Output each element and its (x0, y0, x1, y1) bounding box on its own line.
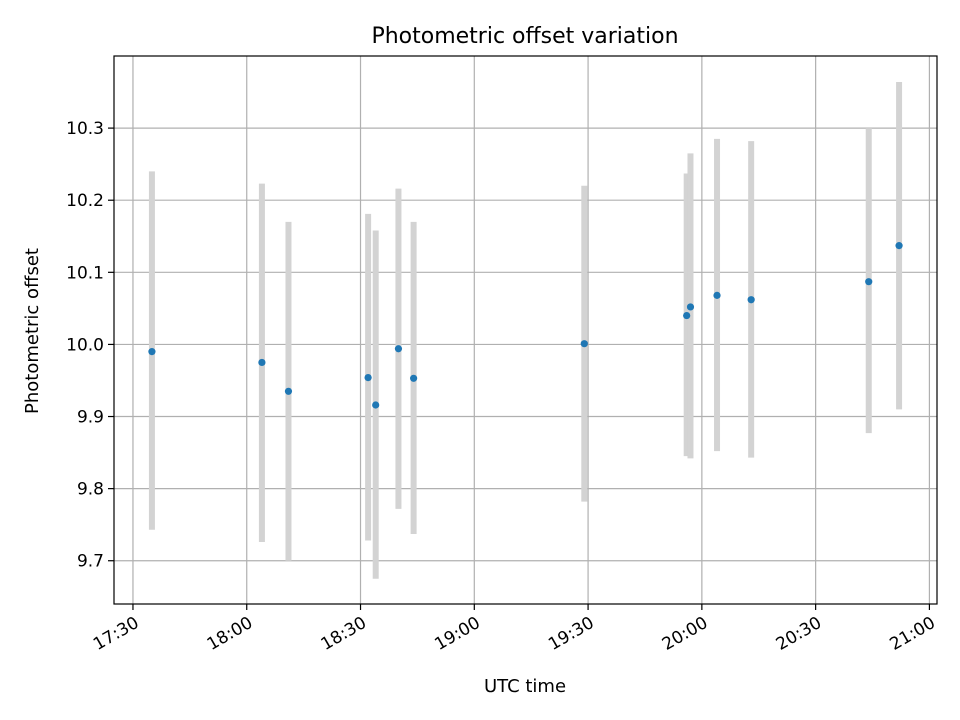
x-tick-label: 19:30 (545, 613, 597, 655)
y-tick-label: 10.3 (66, 119, 104, 139)
data-point (364, 373, 372, 382)
data-point (895, 242, 903, 250)
x-tick-label: 20:30 (773, 613, 825, 655)
data-point (148, 348, 156, 356)
x-tick-label: 20:00 (659, 613, 711, 655)
chart-title: Photometric offset variation (371, 24, 678, 49)
data-points (148, 242, 903, 409)
y-tick-label: 10.1 (66, 263, 104, 283)
y-tick-label: 9.9 (77, 408, 104, 428)
data-point (284, 387, 293, 395)
y-tick-label: 9.7 (77, 552, 104, 572)
y-tick-label: 10.2 (66, 191, 104, 211)
ticks: 17:30 18:00 18:30 19:00 19:30 20:00 20:30 21:00… (66, 119, 939, 655)
data-point (372, 401, 380, 409)
x-tick-label: 19:00 (431, 613, 483, 655)
x-tick-label: 17:30 (90, 613, 142, 655)
data-point (865, 278, 873, 286)
y-tick-label: 10.0 (66, 335, 104, 355)
data-point (683, 311, 691, 320)
x-axis-label: UTC time (484, 676, 566, 697)
data-point (580, 340, 588, 348)
data-point (258, 358, 266, 367)
data-point (394, 345, 403, 353)
plot-frame (113, 55, 938, 605)
y-axis-label: Photometric offset (22, 248, 43, 414)
y-tick-label: 9.8 (77, 480, 104, 500)
x-tick-label: 21:00 (886, 613, 938, 655)
data-point (747, 296, 755, 304)
grid (114, 56, 937, 604)
error-bars (148, 81, 903, 579)
x-tick-label: 18:30 (318, 613, 370, 655)
x-tick-label: 18:00 (204, 613, 256, 655)
data-point (686, 303, 695, 311)
data-point (713, 291, 721, 299)
data-point (410, 374, 418, 382)
